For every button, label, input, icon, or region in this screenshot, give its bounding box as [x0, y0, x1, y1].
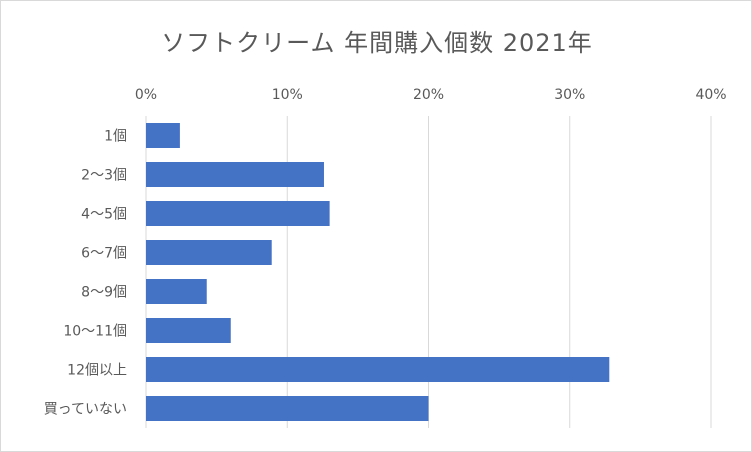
- category-label: 1個: [104, 129, 127, 145]
- bar: [146, 279, 207, 304]
- category-label: 8〜9個: [81, 285, 127, 301]
- category-label: 12個以上: [67, 363, 127, 379]
- category-label: 4〜5個: [81, 207, 127, 223]
- bar: [146, 357, 610, 382]
- x-tick-label: 0%: [135, 87, 157, 103]
- x-tick-label: 40%: [695, 87, 726, 103]
- bar: [146, 162, 324, 187]
- category-label: 10〜11個: [63, 324, 127, 340]
- category-label: 2〜3個: [81, 168, 127, 184]
- x-tick-label: 20%: [413, 87, 444, 103]
- bar: [146, 240, 272, 265]
- x-tick-label: 10%: [272, 87, 303, 103]
- category-label: 買っていない: [44, 402, 127, 418]
- bar: [146, 201, 330, 226]
- bar: [146, 318, 231, 343]
- chart-title: ソフトクリーム 年間購入個数 2021年: [161, 29, 593, 57]
- x-tick-label: 30%: [554, 87, 585, 103]
- bar: [146, 123, 180, 148]
- category-label: 6〜7個: [81, 246, 127, 262]
- bars: [146, 123, 610, 421]
- x-tick-labels: 0% 10% 20% 30% 40%: [135, 87, 727, 103]
- bar: [146, 396, 429, 421]
